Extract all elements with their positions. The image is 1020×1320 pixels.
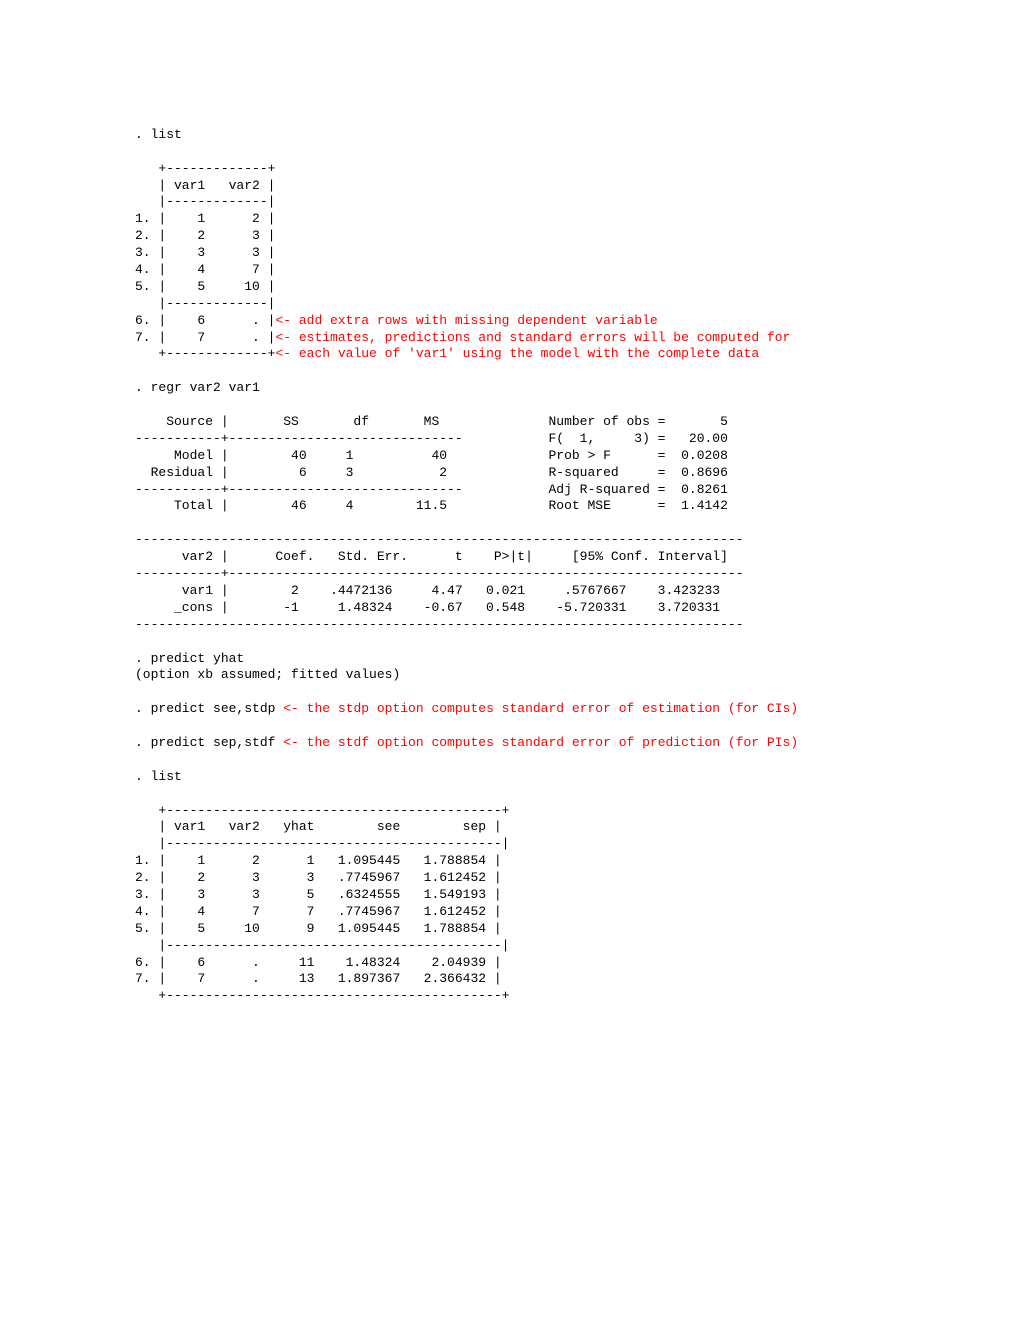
coef-cons: _cons | -1 1.48324 -0.67 0.548 -5.720331… bbox=[135, 600, 720, 615]
anova-model: Model | 40 1 40 Prob > F = 0.0208 bbox=[135, 448, 728, 463]
table2-row-7: 7. | 7 . 13 1.897367 2.366432 | bbox=[135, 971, 502, 986]
predict-note: (option xb assumed; fitted values) bbox=[135, 667, 400, 682]
table2-row-6: 6. | 6 . 11 1.48324 2.04939 | bbox=[135, 955, 502, 970]
table2-border-bottom: +---------------------------------------… bbox=[135, 988, 509, 1003]
table1-row-7: 7. | 7 . | bbox=[135, 330, 275, 345]
table2-row-5: 5. | 5 10 9 1.095445 1.788854 | bbox=[135, 921, 502, 936]
anova-sep-2: -----------+----------------------------… bbox=[135, 482, 728, 497]
cmd-predict-see: . predict see,stdp bbox=[135, 701, 283, 716]
table1-row-6: 6. | 6 . | bbox=[135, 313, 275, 328]
table2-row-1: 1. | 1 2 1 1.095445 1.788854 | bbox=[135, 853, 502, 868]
anova-sep-1: -----------+----------------------------… bbox=[135, 431, 728, 446]
table1-border-bottom: +-------------+ bbox=[135, 346, 275, 361]
cmd-predict-sep: . predict sep,stdf bbox=[135, 735, 283, 750]
cmd-list-2: . list bbox=[135, 769, 182, 784]
coef-sep: -----------+----------------------------… bbox=[135, 566, 744, 581]
cmd-list-1: . list bbox=[135, 127, 182, 142]
table2-row-2: 2. | 2 3 3 .7745967 1.612452 | bbox=[135, 870, 502, 885]
coef-border-top: ----------------------------------------… bbox=[135, 532, 744, 547]
table2-row-3: 3. | 3 3 5 .6324555 1.549193 | bbox=[135, 887, 502, 902]
table2-sep: |---------------------------------------… bbox=[135, 836, 509, 851]
coef-border-bottom: ----------------------------------------… bbox=[135, 617, 744, 632]
table1-sep: |-------------| bbox=[135, 194, 275, 209]
table1-header: | var1 var2 | bbox=[135, 178, 275, 193]
stata-output: . list +-------------+ | var1 var2 | |--… bbox=[0, 0, 1020, 1005]
anova-header: Source | SS df MS Number of obs = 5 bbox=[135, 414, 728, 429]
table2-sep-2: |---------------------------------------… bbox=[135, 938, 509, 953]
table1-sep-2: |-------------| bbox=[135, 296, 275, 311]
annot-stdf: <- the stdf option computes standard err… bbox=[283, 735, 798, 750]
annot-stdp: <- the stdp option computes standard err… bbox=[283, 701, 798, 716]
table1-row-2: 2. | 2 3 | bbox=[135, 228, 275, 243]
anova-residual: Residual | 6 3 2 R-squared = 0.8696 bbox=[135, 465, 728, 480]
anova-total: Total | 46 4 11.5 Root MSE = 1.4142 bbox=[135, 498, 728, 513]
annot-each-value: <- each value of 'var1' using the model … bbox=[275, 346, 759, 361]
table1-row-5: 5. | 5 10 | bbox=[135, 279, 275, 294]
coef-header: var2 | Coef. Std. Err. t P>|t| [95% Conf… bbox=[135, 549, 728, 564]
cmd-regr: . regr var2 var1 bbox=[135, 380, 260, 395]
table1-border-top: +-------------+ bbox=[135, 161, 275, 176]
table2-row-4: 4. | 4 7 7 .7745967 1.612452 | bbox=[135, 904, 502, 919]
table1-row-4: 4. | 4 7 | bbox=[135, 262, 275, 277]
table2-header: | var1 var2 yhat see sep | bbox=[135, 819, 502, 834]
annot-missing-rows: <- add extra rows with missing dependent… bbox=[275, 313, 657, 328]
annot-estimates: <- estimates, predictions and standard e… bbox=[275, 330, 790, 345]
coef-var1: var1 | 2 .4472136 4.47 0.021 .5767667 3.… bbox=[135, 583, 720, 598]
table1-row-1: 1. | 1 2 | bbox=[135, 211, 275, 226]
table2-border-top: +---------------------------------------… bbox=[135, 803, 509, 818]
table1-row-3: 3. | 3 3 | bbox=[135, 245, 275, 260]
cmd-predict-yhat: . predict yhat bbox=[135, 651, 244, 666]
